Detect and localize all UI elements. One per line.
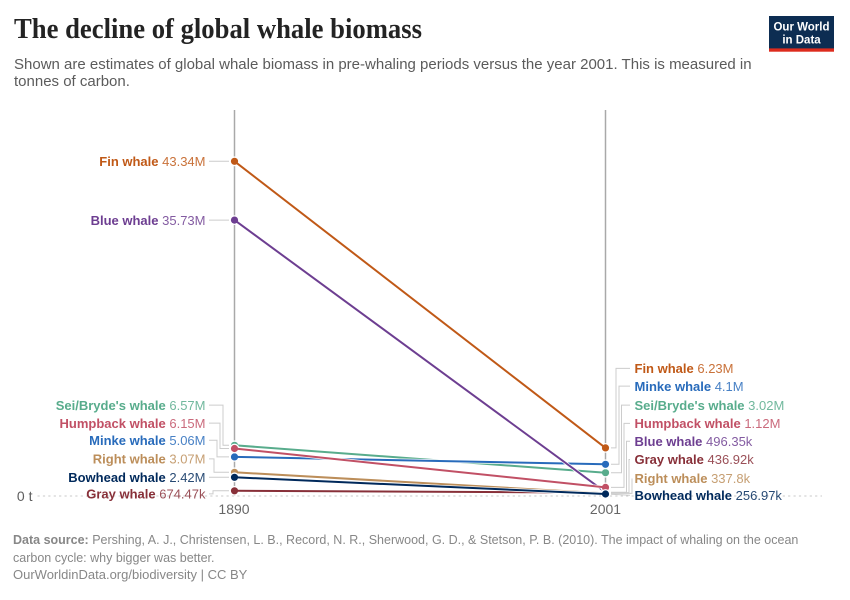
svg-text:in Data: in Data bbox=[782, 35, 821, 47]
svg-text:Right whale 337.8k: Right whale 337.8k bbox=[635, 471, 751, 486]
svg-text:The decline of global whale bi: The decline of global whale biomass bbox=[14, 13, 422, 45]
svg-text:Gray whale 674.47k: Gray whale 674.47k bbox=[86, 487, 206, 502]
svg-text:Blue whale 35.73M: Blue whale 35.73M bbox=[91, 213, 206, 228]
svg-text:Shown are estimates of global: Shown are estimates of global whale biom… bbox=[14, 56, 752, 73]
svg-text:Sei/Bryde's whale 3.02M: Sei/Bryde's whale 3.02M bbox=[635, 398, 785, 413]
svg-text:Fin whale 43.34M: Fin whale 43.34M bbox=[99, 154, 205, 169]
svg-text:Our World: Our World bbox=[773, 22, 829, 34]
svg-text:Bowhead whale 2.42M: Bowhead whale 2.42M bbox=[68, 470, 205, 485]
svg-text:Minke whale 4.1M: Minke whale 4.1M bbox=[635, 379, 744, 394]
svg-text:carbon cycle: why bigger was b: carbon cycle: why bigger was better. bbox=[13, 551, 215, 565]
svg-text:Data source: Pershing, A. J.,: Data source: Pershing, A. J., Christense… bbox=[13, 533, 798, 547]
svg-text:OurWorldinData.org/biodiversit: OurWorldinData.org/biodiversity | CC BY bbox=[13, 567, 248, 582]
svg-text:2001: 2001 bbox=[590, 501, 621, 517]
svg-text:Humpback whale 6.15M: Humpback whale 6.15M bbox=[60, 416, 206, 431]
svg-text:Right whale 3.07M: Right whale 3.07M bbox=[93, 452, 206, 467]
svg-text:Fin whale 6.23M: Fin whale 6.23M bbox=[635, 361, 734, 376]
svg-text:Minke whale 5.06M: Minke whale 5.06M bbox=[89, 433, 205, 448]
svg-text:Blue whale 496.35k: Blue whale 496.35k bbox=[635, 434, 753, 449]
svg-text:1890: 1890 bbox=[218, 501, 249, 517]
svg-text:Humpback whale 1.12M: Humpback whale 1.12M bbox=[635, 416, 781, 431]
svg-text:tonnes of carbon.: tonnes of carbon. bbox=[14, 73, 130, 90]
svg-text:Gray whale 436.92k: Gray whale 436.92k bbox=[635, 452, 755, 467]
svg-text:Bowhead whale 256.97k: Bowhead whale 256.97k bbox=[635, 488, 783, 503]
svg-text:Sei/Bryde's whale 6.57M: Sei/Bryde's whale 6.57M bbox=[56, 398, 206, 413]
svg-text:0 t: 0 t bbox=[17, 488, 33, 504]
